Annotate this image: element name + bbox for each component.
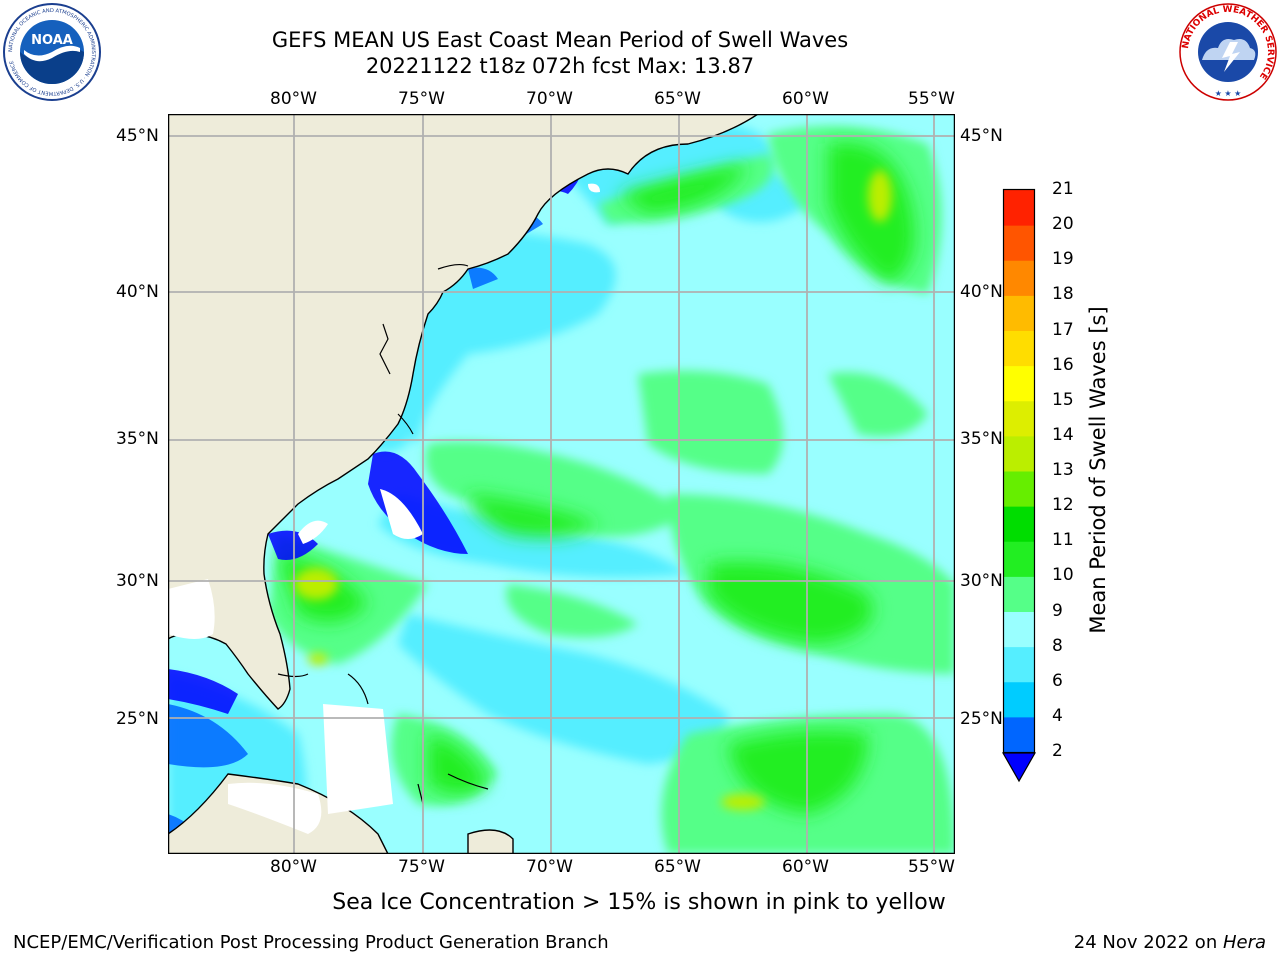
lon-label-top: 60°W xyxy=(782,89,829,109)
svg-text:NOAA: NOAA xyxy=(31,33,73,48)
lon-label-top: 75°W xyxy=(398,89,445,109)
lat-label-left: 30°N xyxy=(116,571,159,591)
sea-ice-note: Sea Ice Concentration > 15% is shown in … xyxy=(0,890,1280,915)
lat-label-right: 30°N xyxy=(960,571,1003,591)
lon-label-bottom: 55°W xyxy=(908,857,955,877)
colorbar-label: Mean Period of Swell Waves [s] xyxy=(1086,306,1110,634)
masked-areas xyxy=(168,183,600,834)
colorbar-tick-label: 11 xyxy=(1052,530,1074,551)
footer-machine: Hera xyxy=(1222,932,1266,953)
colorbar-tick-label: 16 xyxy=(1052,354,1074,375)
svg-text:★ ★ ★: ★ ★ ★ xyxy=(1215,89,1242,98)
colorbar-band xyxy=(1004,506,1034,542)
colorbar-frame xyxy=(1002,188,1036,754)
colorbar-tick-label: 4 xyxy=(1052,705,1063,726)
colorbar-tick-label: 15 xyxy=(1052,389,1074,410)
colorbar-band xyxy=(1004,681,1034,718)
colorbar-tick-label: 21 xyxy=(1052,179,1074,199)
colorbar-band xyxy=(1004,295,1034,331)
colorbar-tick-label: 17 xyxy=(1052,319,1074,340)
colorbar-tick-label: 8 xyxy=(1052,635,1063,656)
colorbar-tick-label: 18 xyxy=(1052,284,1074,305)
lat-label-right: 45°N xyxy=(960,126,1003,146)
lon-label-top: 65°W xyxy=(654,89,701,109)
colorbar-band xyxy=(1004,541,1034,577)
map-frame xyxy=(168,114,955,854)
lon-label-top: 80°W xyxy=(270,89,317,109)
colorbar-tick-label: 2 xyxy=(1052,741,1063,761)
noaa-logo: NATIONAL OCEANIC AND ATMOSPHERIC ADMINIS… xyxy=(3,3,101,101)
colorbar-band xyxy=(1004,190,1034,226)
chart-title: GEFS MEAN US East Coast Mean Period of S… xyxy=(271,28,849,52)
lon-label-bottom: 65°W xyxy=(654,857,701,877)
lat-label-right: 35°N xyxy=(960,429,1003,449)
colorbar-band xyxy=(1004,365,1034,402)
colorbar-band xyxy=(1004,260,1034,296)
chart-subtitle: 20221122 t18z 072h fcst Max: 13.87 xyxy=(365,54,755,78)
colorbar-tick-label: 6 xyxy=(1052,670,1063,691)
lon-label-top: 55°W xyxy=(908,89,955,109)
colorbar-band xyxy=(1004,225,1034,261)
lon-label-bottom: 70°W xyxy=(526,857,573,877)
sea-ice-note-text: Sea Ice Concentration > 15% is shown in … xyxy=(332,890,946,915)
lat-label-left: 25°N xyxy=(116,709,159,729)
lat-label-right: 40°N xyxy=(960,282,1003,302)
colorbar-band xyxy=(1004,435,1034,472)
lat-label-left: 45°N xyxy=(116,126,159,146)
colorbar-tick-label: 9 xyxy=(1052,600,1063,621)
lat-label-left: 35°N xyxy=(116,429,159,449)
colorbar-tick-label: 13 xyxy=(1052,460,1074,480)
lat-label-right: 25°N xyxy=(960,709,1003,729)
colorbar-band xyxy=(1004,716,1034,753)
footer-date: 24 Nov 2022 on Hera xyxy=(1074,932,1266,953)
lat-label-left: 40°N xyxy=(116,282,159,302)
colorbar-band xyxy=(1004,646,1034,683)
colorbar-tick-label: 12 xyxy=(1052,495,1074,516)
footer-credit: NCEP/EMC/Verification Post Processing Pr… xyxy=(13,932,609,953)
lon-label-top: 70°W xyxy=(526,89,573,109)
colorbar-tick-label: 10 xyxy=(1052,565,1074,586)
colorbar-tick-label: 20 xyxy=(1052,214,1074,235)
colorbar-band xyxy=(1004,576,1034,612)
footer-date-text: 24 Nov 2022 on xyxy=(1073,932,1223,953)
colorbar-under-arrow xyxy=(1001,752,1037,783)
graticule xyxy=(168,114,955,854)
colorbar-band xyxy=(1004,471,1034,507)
swell-period-map xyxy=(168,114,955,854)
colorbar-band xyxy=(1004,400,1034,437)
colorbar-tick-label: 14 xyxy=(1052,424,1074,445)
lon-label-bottom: 60°W xyxy=(782,857,829,877)
colorbar-band xyxy=(1004,330,1034,367)
colorbar xyxy=(1001,188,1037,783)
lon-label-bottom: 75°W xyxy=(398,857,445,877)
swell-max-areas xyxy=(294,170,892,810)
colorbar-band xyxy=(1004,611,1034,648)
lon-label-bottom: 80°W xyxy=(270,857,317,877)
nws-logo: NATIONAL WEATHER SERVICE ★ ★ ★ xyxy=(1179,3,1277,101)
colorbar-tick-label: 19 xyxy=(1052,249,1074,270)
